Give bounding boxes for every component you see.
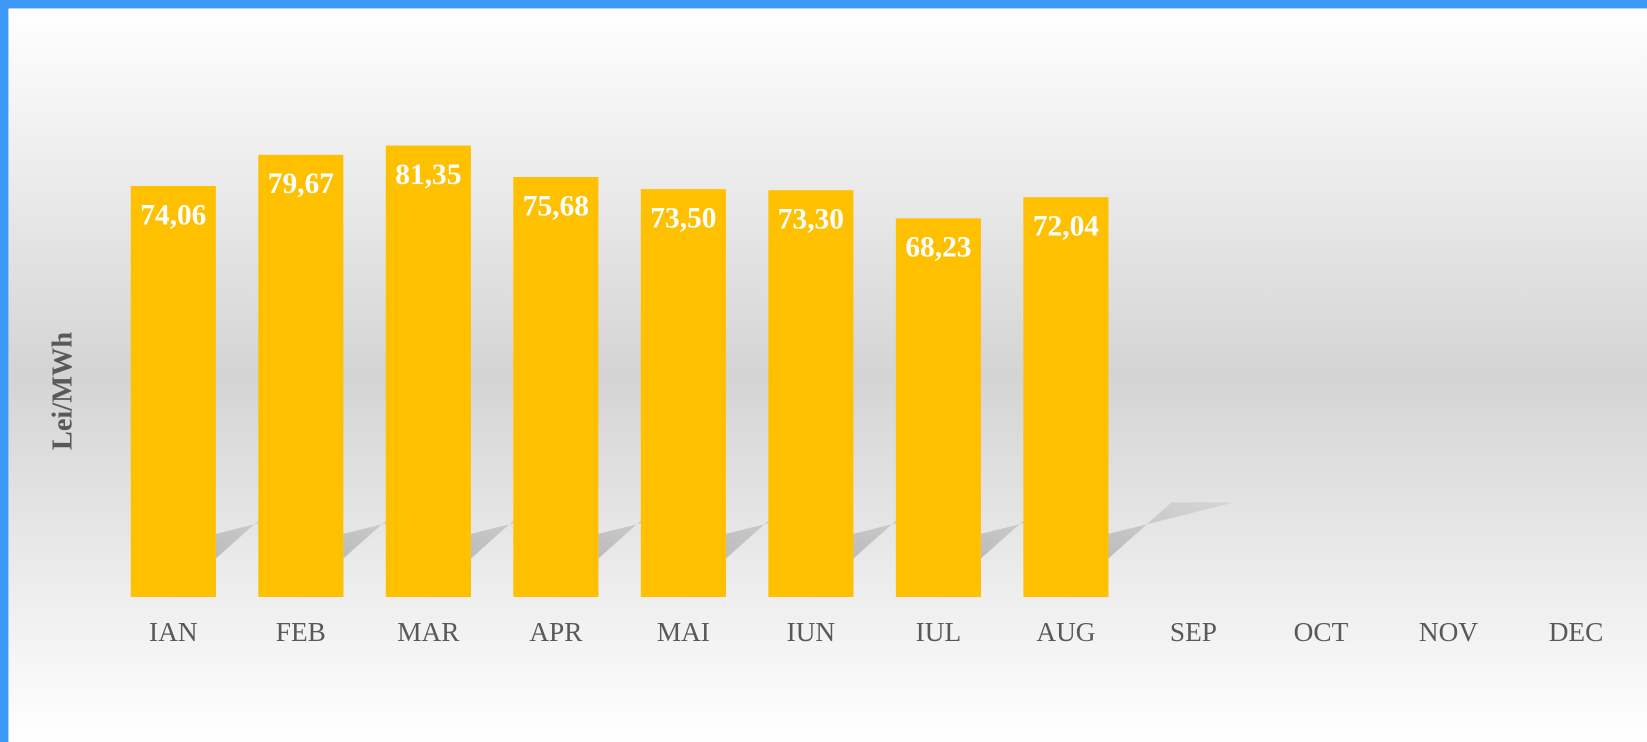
value-label: 73,50 — [650, 202, 716, 234]
value-label: 73,30 — [778, 203, 844, 235]
bar — [513, 176, 599, 597]
value-label: 81,35 — [395, 159, 461, 191]
x-tick-label: IUN — [787, 617, 836, 647]
bar — [130, 185, 216, 597]
x-tick-label: MAI — [657, 617, 710, 647]
bar — [895, 218, 981, 597]
value-label: 72,04 — [1033, 210, 1099, 242]
value-label: 75,68 — [523, 190, 589, 222]
x-tick-label: MAR — [397, 617, 460, 647]
x-tick-label: IAN — [149, 617, 198, 647]
y-axis-label: Lei/MWh — [48, 332, 79, 450]
bar — [385, 145, 471, 597]
x-tick-label: NOV — [1419, 617, 1478, 647]
bar — [640, 189, 726, 597]
x-tick-label: SEP — [1170, 617, 1217, 647]
bar — [1023, 197, 1109, 597]
bar — [768, 190, 854, 597]
x-tick-label: DEC — [1549, 617, 1604, 647]
bar — [258, 154, 344, 597]
x-tick-label: OCT — [1294, 617, 1349, 647]
value-label: 74,06 — [140, 199, 206, 231]
value-label: 68,23 — [905, 232, 971, 264]
x-tick-label: FEB — [276, 617, 326, 647]
x-tick-label: AUG — [1036, 617, 1095, 647]
value-label: 79,67 — [268, 168, 334, 200]
x-tick-label: APR — [529, 617, 583, 647]
x-tick-label: IUL — [916, 617, 961, 647]
